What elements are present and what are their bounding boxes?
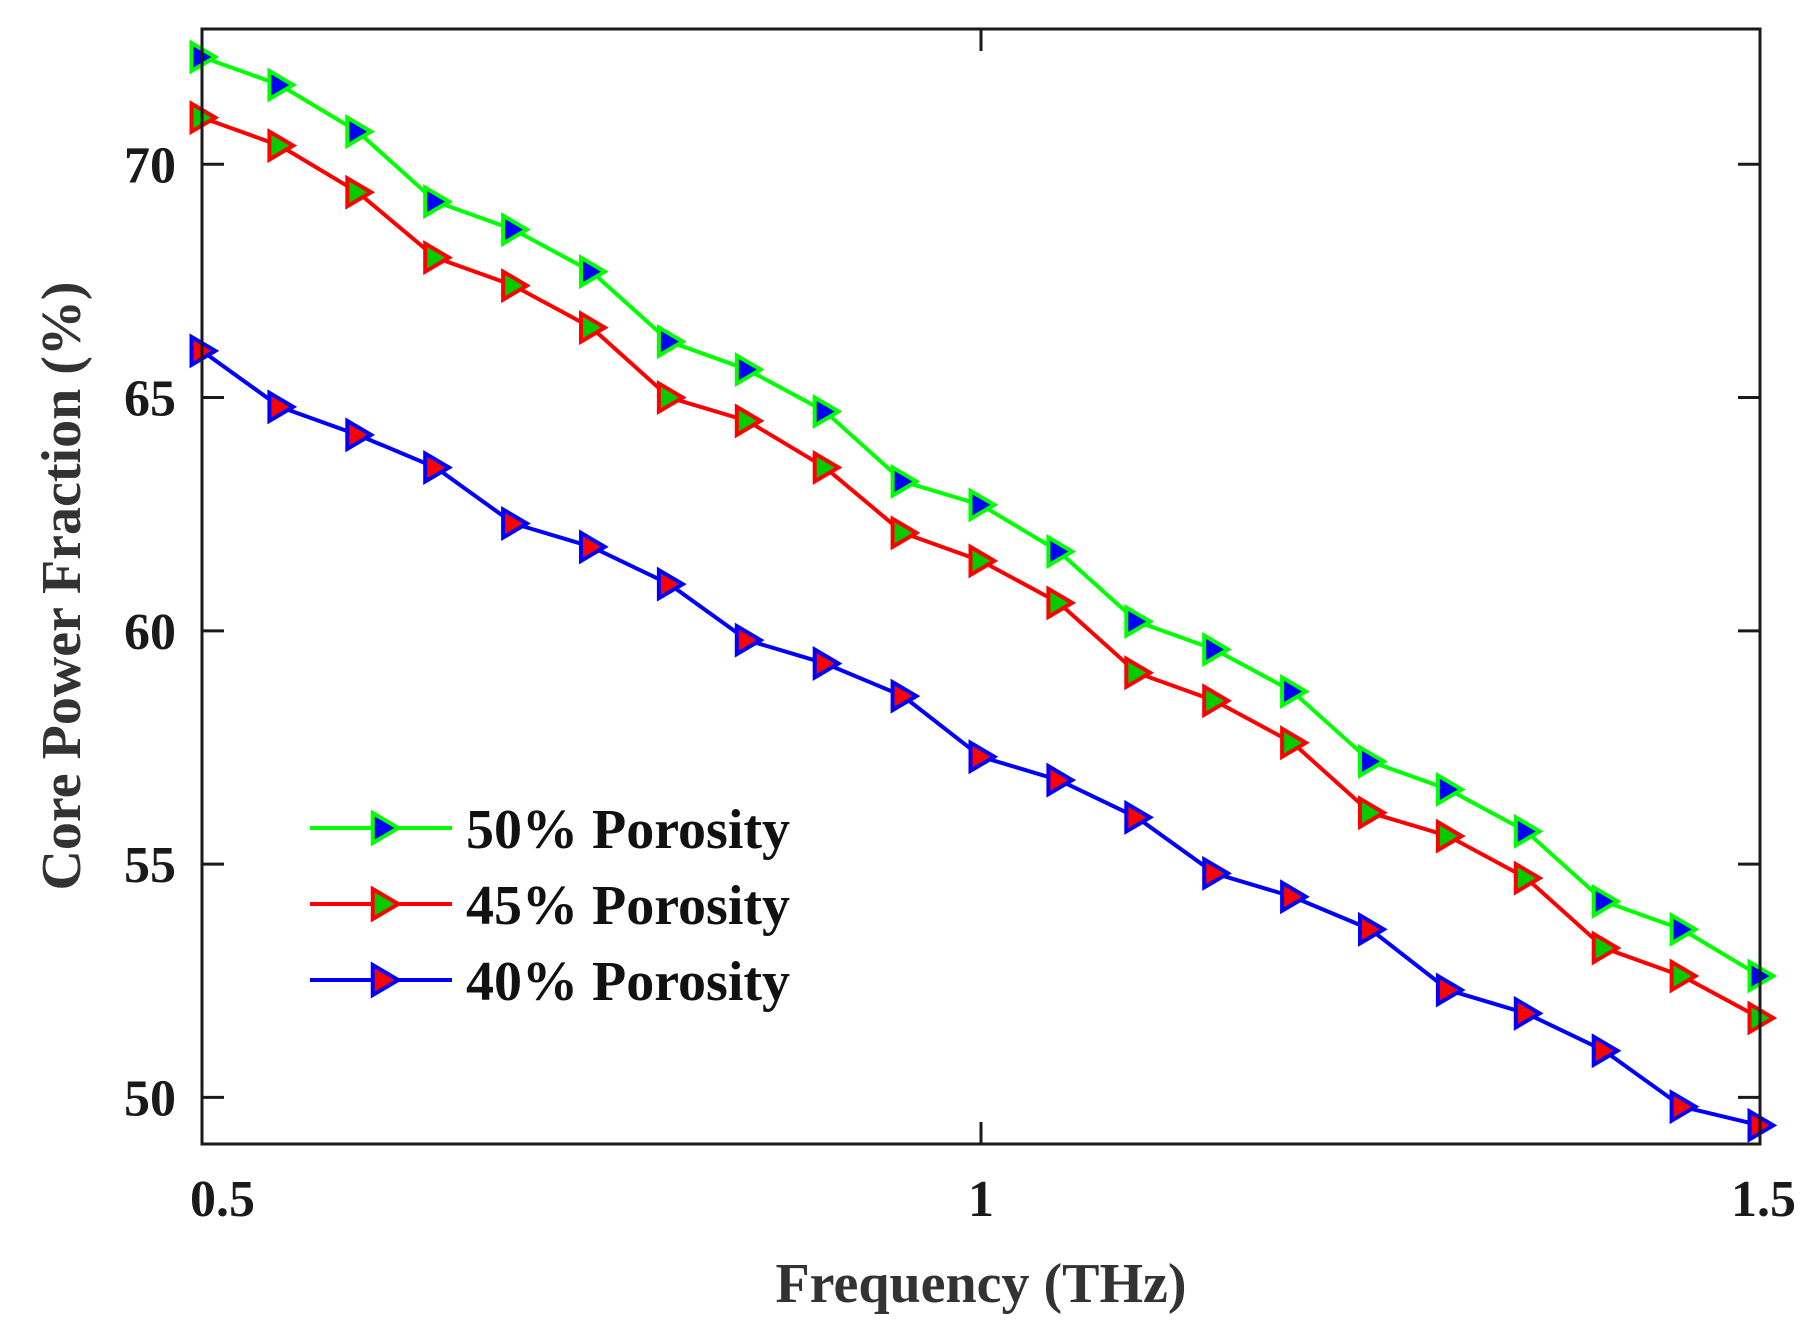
legend-marker	[370, 961, 403, 999]
data-point	[345, 114, 376, 150]
data-point	[1669, 911, 1700, 947]
data-point	[1358, 795, 1388, 831]
x-axis-title: Frequency (THz)	[775, 1253, 1186, 1315]
data-point	[656, 566, 687, 602]
data-point	[812, 645, 843, 681]
data-point	[1124, 603, 1155, 639]
data-point	[1669, 958, 1700, 994]
legend-label: 45% Porosity	[466, 875, 790, 937]
data-point	[1280, 725, 1310, 761]
data-point	[1591, 883, 1622, 919]
y-tick-label: 65	[124, 371, 176, 428]
data-point	[734, 622, 765, 658]
x-tick-label: 1.5	[1731, 1171, 1796, 1228]
data-point	[1435, 972, 1466, 1008]
series-2	[189, 100, 1778, 1036]
data-point	[656, 324, 687, 360]
data-point	[1124, 799, 1155, 835]
series-1	[189, 39, 1778, 994]
legend-item: 40% Porosity	[310, 951, 790, 1013]
x-tick-label: 0.5	[190, 1171, 255, 1228]
series-3	[189, 333, 1778, 1143]
data-point	[501, 212, 531, 248]
data-point	[1513, 995, 1544, 1031]
x-tick-label: 1	[968, 1171, 994, 1228]
data-point	[1358, 743, 1388, 779]
data-point	[1202, 855, 1232, 891]
plot-area	[189, 39, 1778, 1143]
data-point	[267, 389, 298, 425]
data-point	[1591, 930, 1622, 966]
data-point	[501, 506, 531, 542]
data-point	[1358, 911, 1388, 947]
legend-label: 50% Porosity	[466, 799, 790, 861]
legend-item: 50% Porosity	[310, 799, 790, 861]
data-point	[890, 515, 921, 551]
y-tick-label: 55	[124, 837, 176, 894]
legend-marker	[370, 809, 403, 847]
y-tick-label: 70	[124, 137, 176, 194]
data-point	[423, 184, 453, 220]
data-point	[968, 543, 999, 579]
data-point	[1202, 683, 1232, 719]
data-point	[812, 394, 843, 430]
data-point	[1513, 813, 1544, 849]
data-point	[1669, 1089, 1700, 1125]
data-point	[1124, 655, 1155, 691]
y-tick-label: 60	[124, 604, 176, 661]
legend-item: 45% Porosity	[310, 875, 790, 937]
data-point	[267, 128, 298, 164]
data-point	[1202, 631, 1232, 667]
data-point	[501, 268, 531, 304]
data-point	[345, 174, 376, 210]
data-point	[968, 487, 999, 523]
data-point	[656, 380, 687, 416]
data-point	[345, 417, 376, 453]
data-point	[1046, 534, 1077, 570]
data-point	[1046, 585, 1077, 621]
data-point	[1435, 771, 1466, 807]
axis-ticks	[200, 29, 1762, 1144]
data-point	[579, 310, 609, 346]
legend: 50% Porosity 45% Porosity 40% Porosity	[310, 799, 790, 1013]
data-point	[423, 450, 453, 486]
y-axis-title: Core Power Fraction (%)	[31, 281, 93, 890]
data-point	[968, 739, 999, 775]
data-point	[890, 678, 921, 714]
data-point	[579, 529, 609, 565]
data-point	[423, 240, 453, 276]
data-point	[812, 450, 843, 486]
data-point	[1280, 673, 1310, 709]
data-point	[734, 352, 765, 388]
y-tick-label: 50	[124, 1070, 176, 1127]
data-point	[267, 67, 298, 103]
data-point	[1513, 860, 1544, 896]
data-point	[1046, 762, 1077, 798]
data-point	[1435, 818, 1466, 854]
data-point	[890, 464, 921, 500]
data-point	[1591, 1033, 1622, 1069]
legend-marker	[370, 885, 403, 923]
data-point	[734, 403, 765, 439]
data-point	[1280, 879, 1310, 915]
legend-label: 40% Porosity	[466, 951, 790, 1013]
axis-tick-labels: 0.5 1 1.5 50 55 60 65 70	[124, 137, 1796, 1228]
data-point	[579, 254, 609, 290]
